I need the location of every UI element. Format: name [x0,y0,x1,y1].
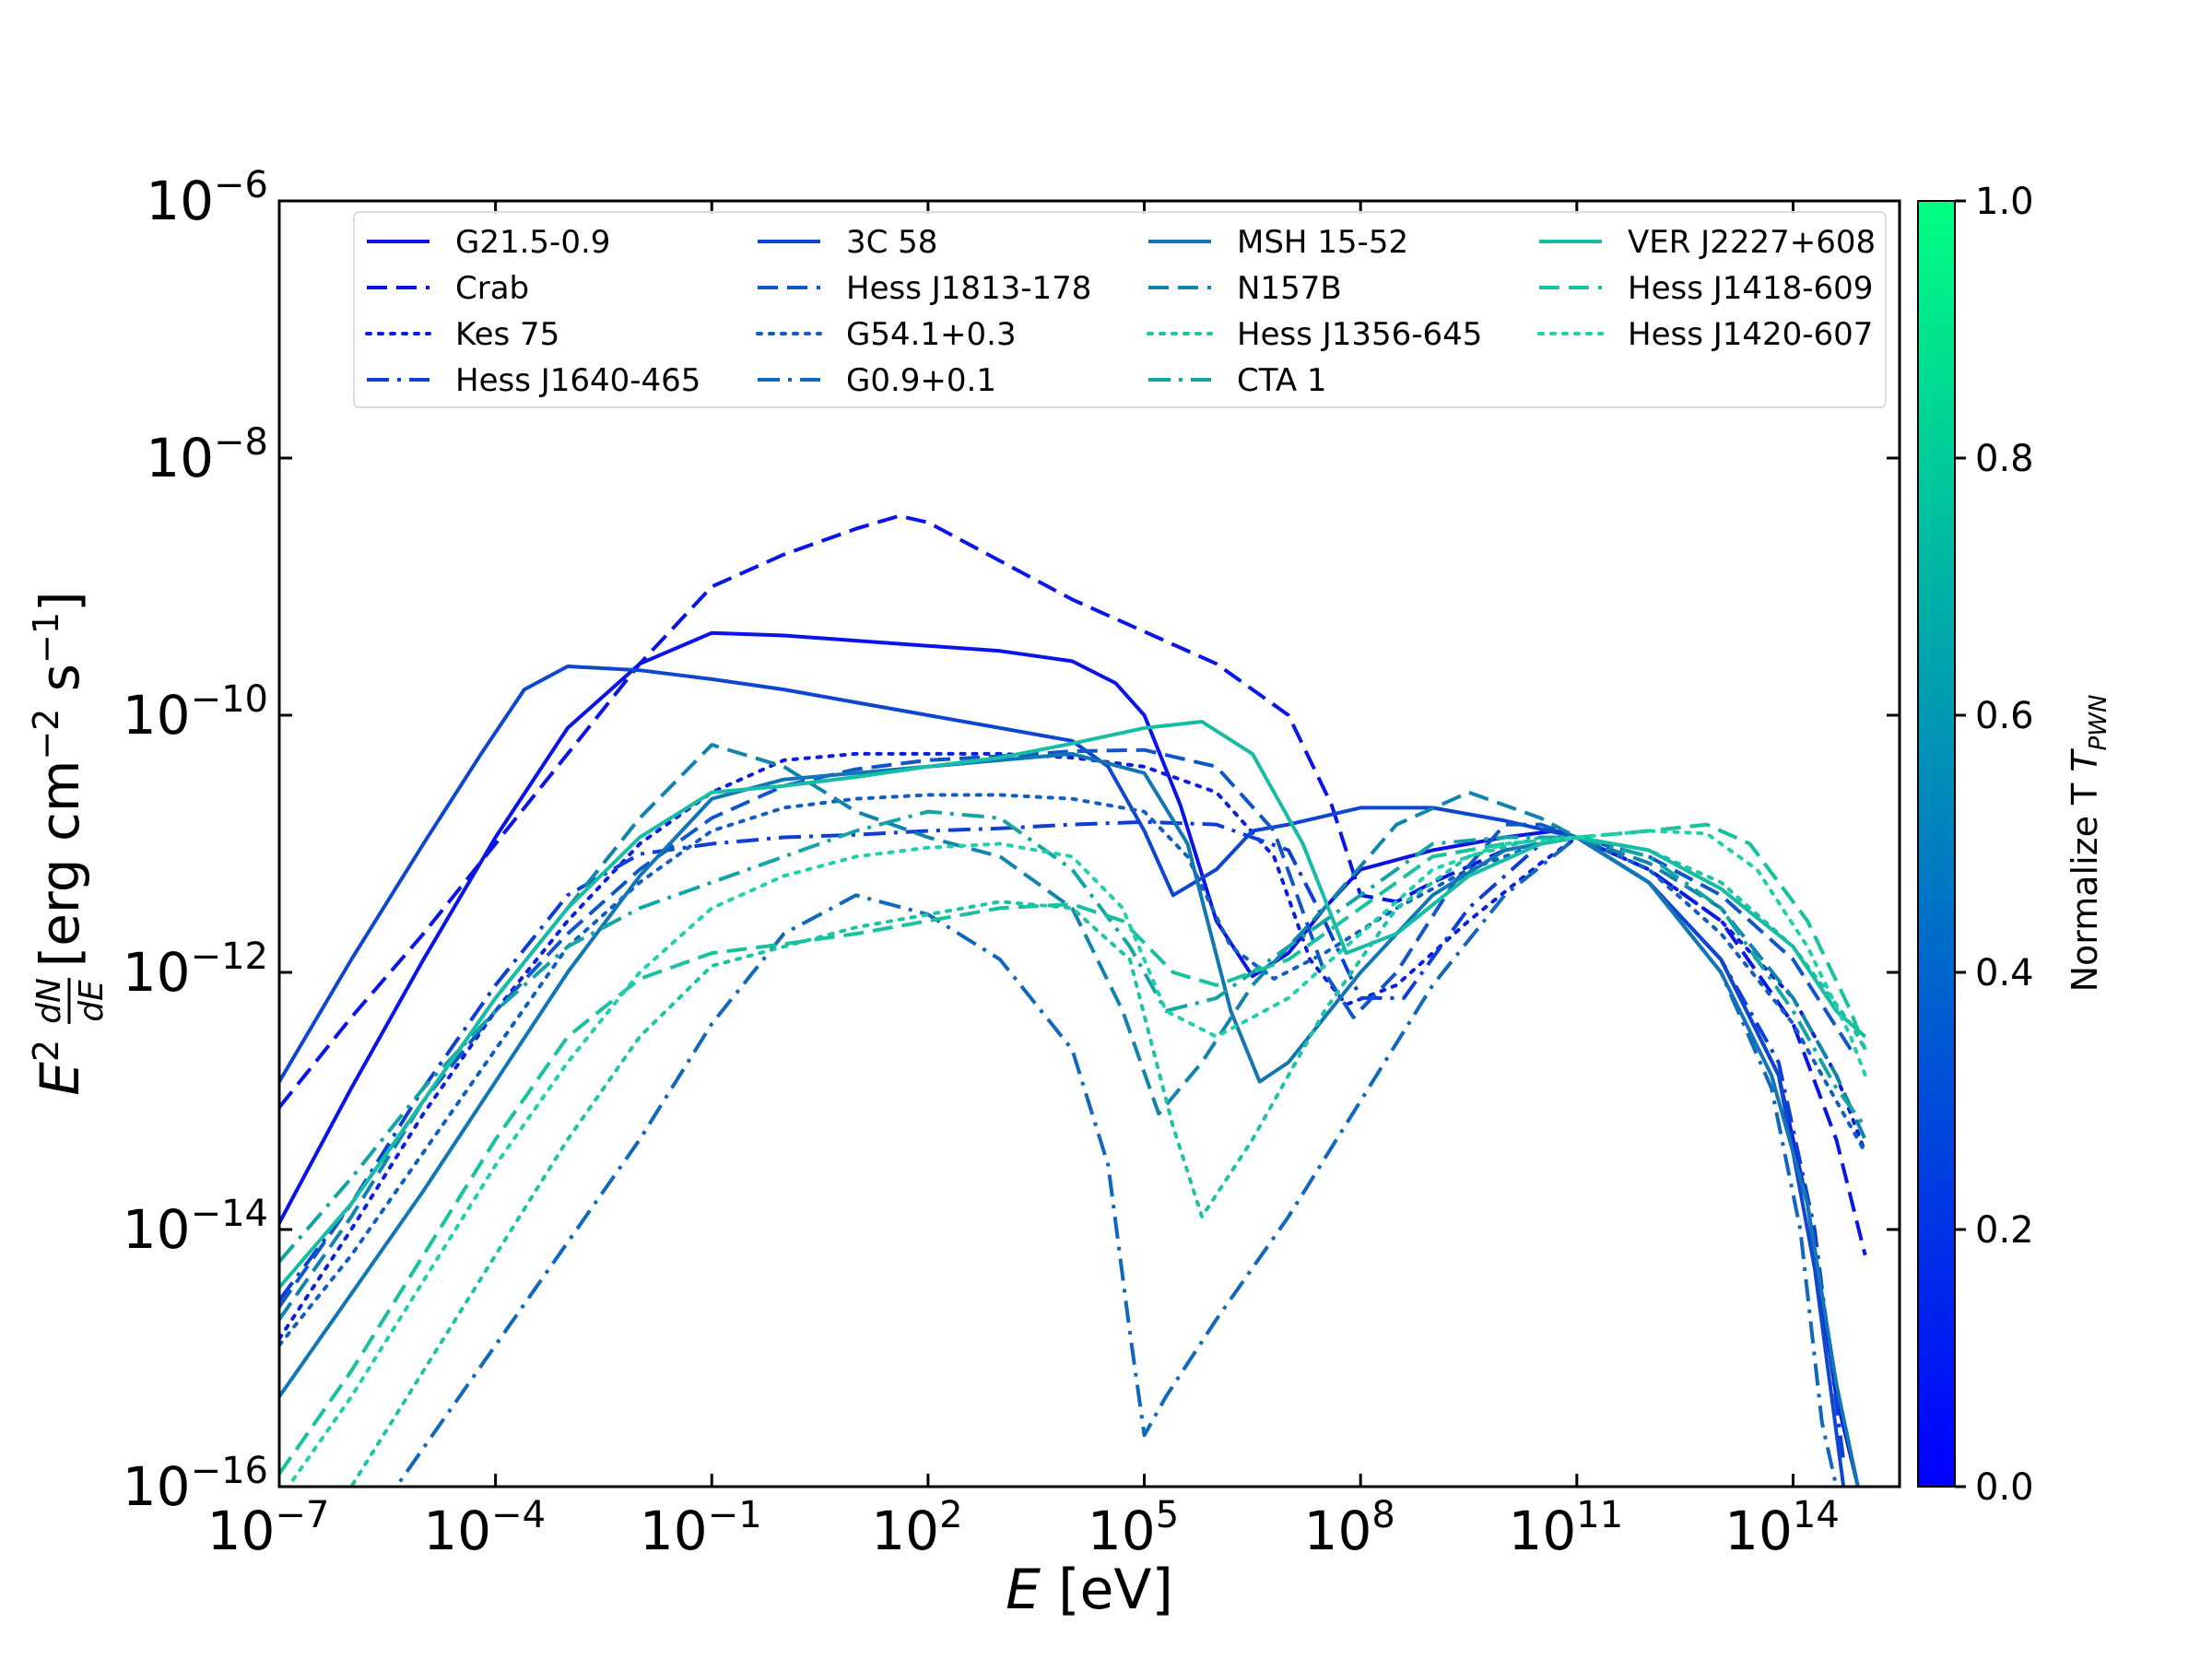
colorbar-label: Normalize T TPWN [2065,695,2112,993]
series-line-6 [279,793,1867,1347]
legend-label-5: Hess J1813-178 [846,270,1091,307]
x-tick-label-1: 10−4 [423,1494,546,1562]
colorbar-tick-label-0: 0.0 [1975,1466,2034,1509]
svg-text:dN: dN [30,978,68,1024]
series-layer [279,513,1867,1487]
series-line-3 [279,819,1846,1462]
series-line-12 [279,720,1867,1289]
series-line-0 [279,630,1860,1487]
legend-label-1: Crab [455,270,529,307]
colorbar-tick-label-1: 0.2 [1975,1209,2034,1252]
series-line-14 [286,829,1867,1487]
legend-label-0: G21.5-0.9 [455,224,610,261]
series-line-4 [279,665,1846,1487]
legend-label-2: Kes 75 [455,316,559,353]
colorbar-tick-label-5: 1.0 [1975,181,2034,223]
plot-frame [277,199,1901,1488]
colorbar-tick-label-4: 0.8 [1975,438,2034,480]
legend-label-8: MSH 15-52 [1237,224,1408,261]
legend-label-4: 3C 58 [846,224,937,261]
legend-frame [353,211,1887,408]
y-tick-label-1: 10−8 [146,421,268,489]
colorbar-label-text: Normalize T [2065,782,2105,992]
series-line-9 [279,743,1867,1321]
x-tick-label-3: 102 [871,1494,962,1562]
legend-label-12: VER J2227+608 [1628,224,1876,261]
svg-text:Normalize T TPWN: Normalize T TPWN [2065,695,2112,993]
legend-label-6: G54.1+0.3 [846,316,1017,353]
colorbar-gradient [1917,200,1956,1488]
y-axis-label-fraction: dN dE [30,978,111,1024]
series-line-13 [279,822,1867,1476]
legend-label-11: CTA 1 [1237,362,1327,399]
y-axis-label: E2 [erg cm−2 s−1] dN dE [26,591,111,1095]
colorbar: 0.0 0.2 0.4 0.6 0.8 1.0 [1917,181,2034,1509]
y-tick-label-3: 10−12 [123,935,268,1004]
y-tick-label-2: 10−10 [123,678,268,747]
legend-label-13: Hess J1418-609 [1628,270,1873,307]
x-tick-label-7: 1014 [1724,1494,1840,1562]
legend: G21.5-0.9 Crab Kes 75 Hess J1640-465 3C 58 He… [353,211,1887,408]
y-tick-label-0: 10−6 [146,164,268,232]
series-line-10 [348,835,1867,1487]
x-tick-label-0: 10−7 [207,1494,330,1562]
y-tick-label-5: 10−16 [123,1450,268,1518]
series-line-11 [279,809,1867,1264]
y-axis: 10−6 10−8 10−10 10−12 10−14 10−16 [123,164,1900,1518]
legend-label-9: N157B [1237,270,1342,307]
y-tick-label-4: 10−14 [123,1193,268,1261]
legend-label-3: Hess J1640-465 [455,362,700,399]
legend-label-7: G0.9+0.1 [846,362,996,399]
svg-text:dE: dE [73,980,111,1022]
svg-text:E2 [erg cm−2 s−1]: E2 [erg cm−2 s−1] [26,591,91,1095]
x-tick-label-4: 105 [1088,1494,1179,1562]
x-axis-label: E [eV] [1006,1558,1173,1622]
colorbar-tick-label-3: 0.6 [1975,695,2034,737]
series-line-8 [279,751,1860,1487]
colorbar-tick-label-2: 0.4 [1975,952,2034,994]
legend-label-14: Hess J1420-607 [1628,316,1873,353]
x-tick-label-5: 108 [1304,1494,1395,1562]
colorbar-label-sub: PWN [2085,695,2112,751]
series-line-1 [279,513,1867,1256]
legend-label-10: Hess J1356-645 [1237,316,1482,353]
series-line-2 [279,751,1867,1341]
x-tick-label-2: 10−1 [640,1494,762,1562]
x-tick-label-6: 1011 [1508,1494,1623,1562]
series-line-5 [279,747,1853,1308]
